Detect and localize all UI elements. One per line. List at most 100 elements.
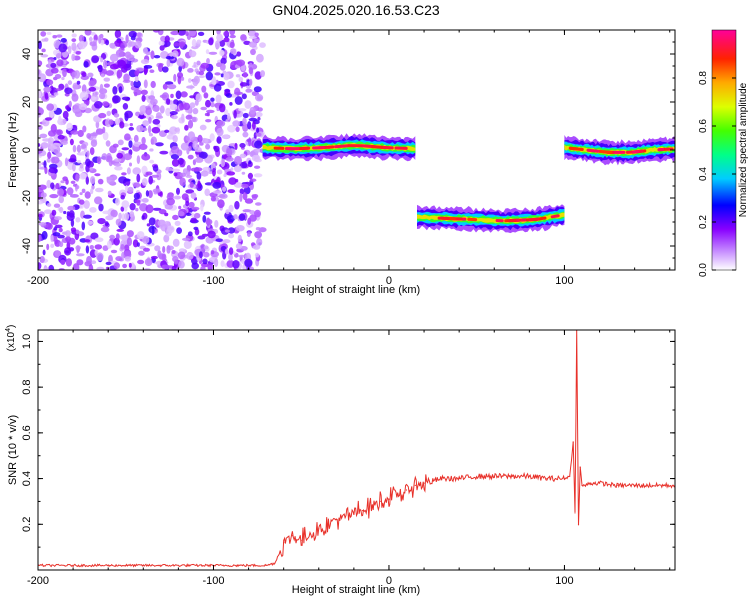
noise-blob bbox=[161, 264, 170, 270]
noise-blob bbox=[91, 55, 100, 63]
noise-blob bbox=[54, 216, 62, 221]
noise-blob bbox=[114, 30, 122, 39]
noise-blob bbox=[60, 259, 66, 265]
noise-blob bbox=[148, 175, 153, 185]
noise-blob bbox=[71, 93, 79, 102]
noise-blob bbox=[100, 73, 105, 78]
noise-blob bbox=[232, 120, 241, 127]
noise-blob bbox=[150, 136, 157, 145]
noise-blob bbox=[52, 232, 61, 237]
noise-blob bbox=[228, 233, 235, 239]
noise-blob bbox=[86, 255, 92, 265]
noise-blob bbox=[219, 49, 225, 57]
noise-blob bbox=[115, 256, 123, 262]
noise-blob bbox=[180, 91, 188, 98]
noise-blob bbox=[203, 92, 209, 99]
noise-blob bbox=[95, 128, 104, 135]
noise-blob bbox=[124, 212, 130, 221]
snr-point bbox=[577, 523, 580, 525]
noise-blob bbox=[48, 167, 58, 174]
noise-blob bbox=[205, 218, 213, 225]
noise-blob bbox=[51, 156, 60, 164]
noise-blob bbox=[109, 42, 116, 49]
noise-blob bbox=[121, 96, 131, 101]
noise-blob bbox=[46, 203, 52, 207]
noise-blob bbox=[212, 190, 222, 194]
noise-blob bbox=[65, 235, 71, 243]
noise-blob bbox=[46, 31, 52, 35]
snr-point bbox=[274, 562, 276, 564]
noise-blob bbox=[178, 41, 186, 47]
snr-line bbox=[38, 330, 675, 568]
snr-point bbox=[300, 539, 302, 541]
noise-blob bbox=[220, 57, 227, 65]
noise-blob bbox=[121, 172, 127, 176]
noise-blob bbox=[193, 212, 201, 219]
snr-point bbox=[326, 523, 329, 525]
noise-blob bbox=[220, 260, 225, 267]
noise-blob bbox=[40, 54, 49, 58]
noise-blob bbox=[244, 258, 253, 268]
noise-blob bbox=[38, 184, 47, 190]
noise-blob bbox=[106, 240, 112, 249]
noise-blob bbox=[147, 190, 153, 199]
noise-blob bbox=[164, 129, 170, 133]
snr-point bbox=[423, 482, 425, 484]
noise-blob bbox=[84, 191, 91, 199]
noise-blob bbox=[189, 181, 194, 188]
noise-blob bbox=[148, 116, 152, 124]
noise-blob bbox=[229, 102, 233, 106]
noise-blob bbox=[139, 111, 144, 116]
noise-blob bbox=[112, 86, 118, 95]
noise-blob bbox=[216, 169, 223, 175]
noise-blob bbox=[187, 231, 193, 237]
noise-blob bbox=[52, 35, 57, 39]
noise-blob bbox=[101, 153, 108, 161]
noise-blob bbox=[40, 192, 47, 198]
noise-blob bbox=[206, 58, 210, 65]
noise-blob bbox=[38, 213, 43, 218]
y-tick-label: 0.6 bbox=[21, 425, 33, 440]
noise-blob bbox=[260, 70, 265, 78]
noise-blob bbox=[117, 59, 127, 69]
noise-blob bbox=[242, 112, 249, 119]
noise-blob bbox=[233, 110, 237, 119]
colorbar-label: Normalized spectral amplitude bbox=[738, 82, 749, 217]
noise-blob bbox=[229, 41, 235, 49]
noise-blob bbox=[70, 227, 77, 233]
noise-blob bbox=[102, 245, 109, 252]
noise-blob bbox=[194, 157, 204, 163]
chart-title: GN04.2025.020.16.53.C23 bbox=[272, 2, 440, 18]
noise-blob bbox=[141, 153, 151, 161]
noise-blob bbox=[254, 231, 262, 239]
noise-blob bbox=[135, 207, 139, 212]
noise-blob bbox=[223, 37, 230, 43]
noise-blob bbox=[58, 227, 63, 233]
noise-blob bbox=[150, 98, 158, 106]
noise-blob bbox=[171, 158, 180, 167]
noise-blob bbox=[139, 113, 145, 120]
noise-blob bbox=[242, 209, 252, 213]
noise-blob bbox=[189, 95, 196, 99]
noise-blob bbox=[102, 131, 109, 141]
snr-point bbox=[405, 489, 408, 491]
noise-blob bbox=[214, 40, 221, 50]
noise-blob bbox=[83, 200, 90, 209]
noise-blob bbox=[38, 90, 41, 99]
noise-blob bbox=[187, 154, 194, 160]
noise-blob bbox=[254, 165, 261, 169]
noise-blob bbox=[72, 145, 77, 153]
noise-blob bbox=[114, 158, 122, 163]
x-tick-label: 100 bbox=[555, 275, 573, 287]
noise-blob bbox=[54, 250, 61, 257]
noise-blob bbox=[112, 95, 121, 104]
noise-blob bbox=[50, 243, 55, 248]
noise-blob bbox=[38, 40, 42, 50]
noise-blob bbox=[185, 31, 189, 37]
noise-blob bbox=[90, 260, 97, 265]
noise-blob bbox=[44, 92, 49, 100]
noise-blob bbox=[176, 227, 183, 235]
noise-blob bbox=[179, 177, 186, 187]
colorbar-tick-label: 0.8 bbox=[698, 71, 709, 85]
noise-blob bbox=[68, 100, 72, 108]
